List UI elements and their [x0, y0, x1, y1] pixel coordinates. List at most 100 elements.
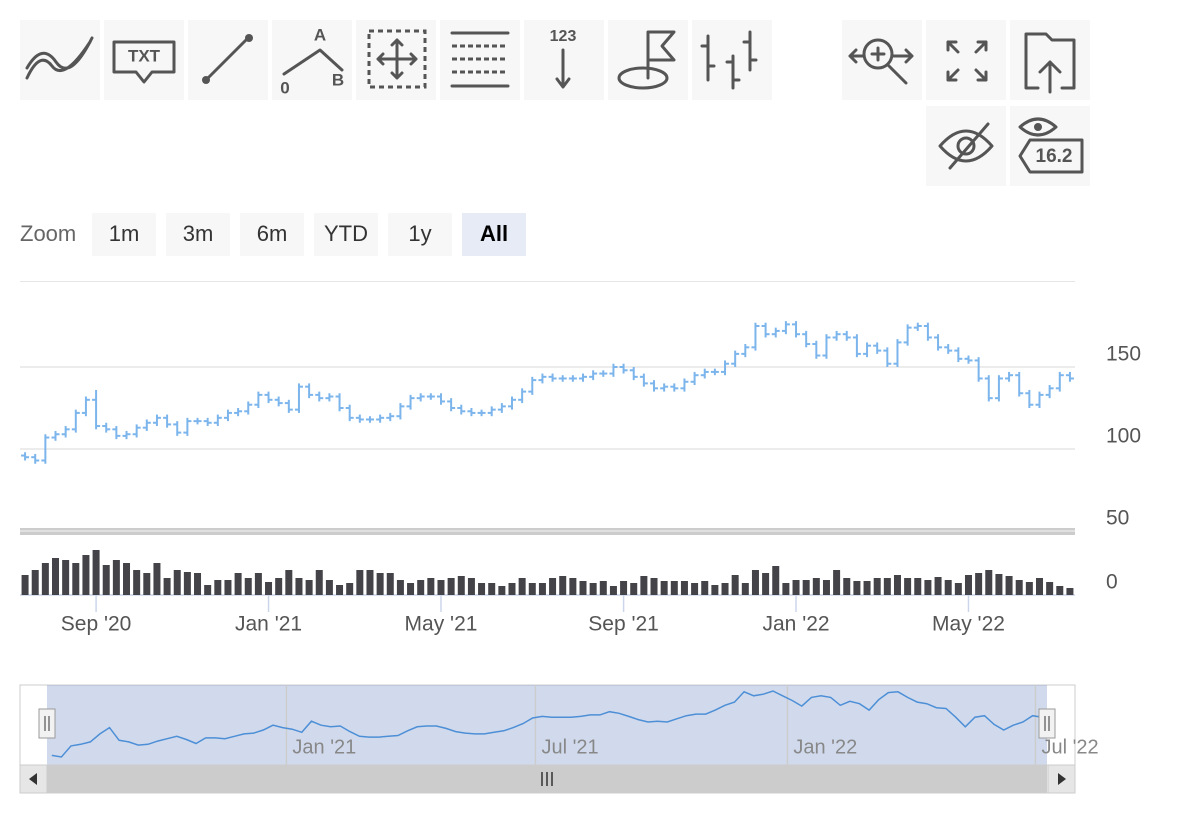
- zoom-change-button[interactable]: [842, 20, 922, 100]
- ohlc-bar: [761, 322, 770, 338]
- ohlc-bar: [416, 393, 425, 402]
- volume-bar: [457, 576, 465, 595]
- zoom-button-label: All: [480, 221, 508, 246]
- volume-bar: [224, 580, 232, 595]
- scrollbar: [19, 764, 1076, 794]
- zoom-button-label: 6m: [257, 221, 288, 246]
- volume-bar: [123, 563, 131, 595]
- volume-bar: [82, 555, 90, 595]
- navigator-handle[interactable]: [38, 708, 56, 739]
- volume-bar: [31, 570, 39, 595]
- volume-bar: [599, 581, 607, 595]
- ohlc-bar: [518, 388, 527, 404]
- volume-bar: [731, 575, 739, 595]
- volume-bar: [589, 583, 597, 595]
- volume-bar: [1056, 586, 1064, 595]
- volume-bar: [1066, 588, 1074, 595]
- volume-bar: [701, 581, 709, 595]
- zoom-button-bg: [462, 213, 526, 256]
- save-chart-button[interactable]: [1010, 20, 1090, 100]
- volume-bar: [417, 580, 425, 595]
- ohlc-bar: [244, 401, 253, 415]
- navigator-label: Jul '21: [541, 736, 598, 758]
- volume-bar: [234, 573, 242, 595]
- ohlc-bar: [629, 367, 638, 381]
- measure-button[interactable]: A B 0: [272, 20, 352, 100]
- zoom-button-bg: [314, 213, 378, 256]
- volume-bar: [488, 583, 496, 595]
- indicators-button[interactable]: [20, 20, 100, 100]
- zoom-button[interactable]: 3m: [166, 213, 230, 256]
- volume-bar: [1035, 578, 1043, 595]
- ohlc-bar: [294, 383, 303, 413]
- ohlc-bar: [376, 414, 385, 423]
- ohlc-bar: [538, 373, 547, 384]
- toggle-annotations-button[interactable]: [926, 106, 1006, 186]
- ohlc-bar: [863, 342, 872, 358]
- x-tick-label: May '21: [405, 613, 478, 636]
- navigator-series: [51, 690, 1043, 758]
- ohlc-bar: [183, 417, 192, 436]
- fullscreen-button[interactable]: [926, 20, 1006, 100]
- current-price-button[interactable]: 16.2: [1010, 106, 1090, 186]
- ohlc-bar: [51, 430, 60, 441]
- zoom-button[interactable]: All: [462, 213, 526, 256]
- volume-bar: [772, 566, 780, 595]
- volume-bar: [853, 581, 861, 595]
- ohlc-bar: [964, 355, 973, 364]
- vertical-counter-button[interactable]: 123: [524, 20, 604, 100]
- line-button[interactable]: [188, 20, 268, 100]
- zoom-button[interactable]: 6m: [240, 213, 304, 256]
- range-selector: 1m 3m 6m YTD 1y All: [92, 213, 526, 256]
- ohlc-bar: [1005, 371, 1014, 382]
- navigator-label: Jan '22: [793, 736, 857, 758]
- volume-bar: [1015, 580, 1023, 595]
- text-annotation-button[interactable]: TXT: [104, 20, 184, 100]
- ohlc-bar: [31, 453, 40, 464]
- volume-bar: [893, 575, 901, 595]
- series-type-button[interactable]: [692, 20, 772, 100]
- fibonacci-button[interactable]: [440, 20, 520, 100]
- volume-bar: [62, 560, 70, 595]
- volume-bar: [670, 581, 678, 595]
- arrow-right: [1058, 773, 1066, 785]
- icon-text: TXT: [128, 46, 161, 65]
- volume-bar: [964, 575, 972, 595]
- volume-bar: [822, 580, 830, 595]
- ohlc-bar: [457, 404, 466, 415]
- volume-bar: [650, 578, 658, 595]
- handle-body: [38, 708, 56, 739]
- ohlc-bar: [690, 371, 699, 386]
- ohlc-bar: [1065, 371, 1074, 382]
- ohlc-bar: [599, 370, 608, 377]
- zoom-button-label: 1y: [408, 221, 431, 246]
- volume-bar: [924, 580, 932, 595]
- zoom-pan-button[interactable]: [356, 20, 436, 100]
- ohlc-bar: [152, 414, 161, 427]
- ohlc-bar: [751, 322, 760, 351]
- ohlc-bar: [467, 408, 476, 417]
- volume-bar: [254, 573, 262, 595]
- volume-bar: [721, 583, 729, 595]
- volume-bar: [305, 580, 313, 595]
- volume-bar: [691, 583, 699, 595]
- volume-bar: [944, 580, 952, 595]
- volume-bar: [569, 578, 577, 595]
- ohlc-bar: [447, 398, 456, 412]
- ohlc-bar: [589, 370, 598, 381]
- x-tick-label: Jan '22: [763, 613, 830, 636]
- zoom-button[interactable]: 1y: [388, 213, 452, 256]
- zoom-button[interactable]: YTD: [314, 213, 378, 256]
- navigator-handle[interactable]: [1038, 708, 1056, 739]
- ohlc-bar: [852, 334, 861, 358]
- flag-button[interactable]: [608, 20, 688, 100]
- ohlc-bar: [213, 414, 222, 427]
- volume-bar: [680, 581, 688, 595]
- zoom-button[interactable]: 1m: [92, 213, 156, 256]
- zoom-button-label: 1m: [109, 221, 140, 246]
- ohlc-bar: [21, 452, 30, 461]
- ohlc-bar: [254, 391, 263, 408]
- volume-bar: [102, 565, 110, 595]
- ohlc-bar: [132, 424, 141, 438]
